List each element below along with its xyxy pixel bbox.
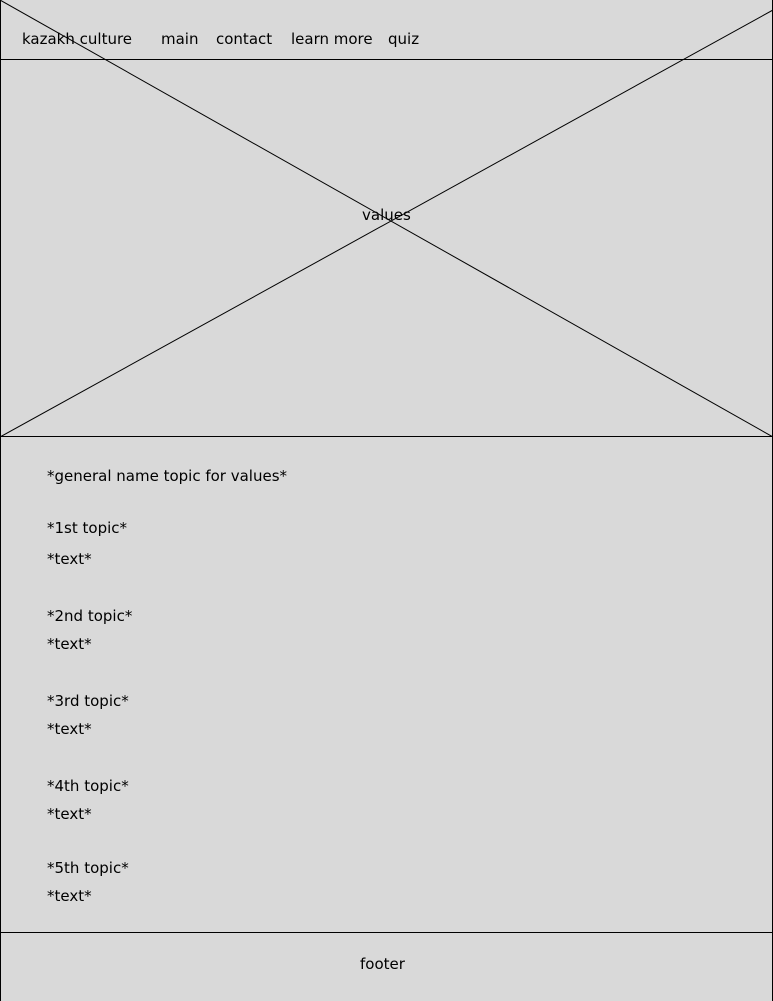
topic-text: *text*: [47, 720, 92, 738]
nav-link-learn-more[interactable]: learn more: [291, 30, 373, 48]
nav-link-quiz[interactable]: quiz: [388, 30, 420, 48]
nav-link-contact[interactable]: contact: [216, 30, 273, 48]
topic-text: *text*: [47, 635, 92, 653]
topic-text: *text*: [47, 887, 92, 905]
placeholder-cross-line-2: [0, 9, 773, 437]
hero-divider: [0, 436, 773, 437]
header-divider: [0, 59, 773, 60]
nav-link-main[interactable]: main: [161, 30, 199, 48]
footer-label: footer: [360, 955, 405, 973]
section-heading: *general name topic for values*: [47, 467, 288, 485]
footer-divider: [0, 932, 773, 933]
topic-title: *4th topic*: [47, 777, 129, 795]
topic-text: *text*: [47, 805, 92, 823]
topic-title: *5th topic*: [47, 859, 129, 877]
topic-title: *2nd topic*: [47, 607, 133, 625]
hero-image-placeholder: [0, 0, 773, 437]
site-logo[interactable]: kazakh culture: [22, 30, 133, 48]
topic-text: *text*: [47, 550, 92, 568]
placeholder-cross-line-1: [0, 0, 773, 437]
topic-title: *3rd topic*: [47, 692, 129, 710]
topic-title: *1st topic*: [47, 519, 128, 537]
hero-title: values: [362, 206, 411, 224]
